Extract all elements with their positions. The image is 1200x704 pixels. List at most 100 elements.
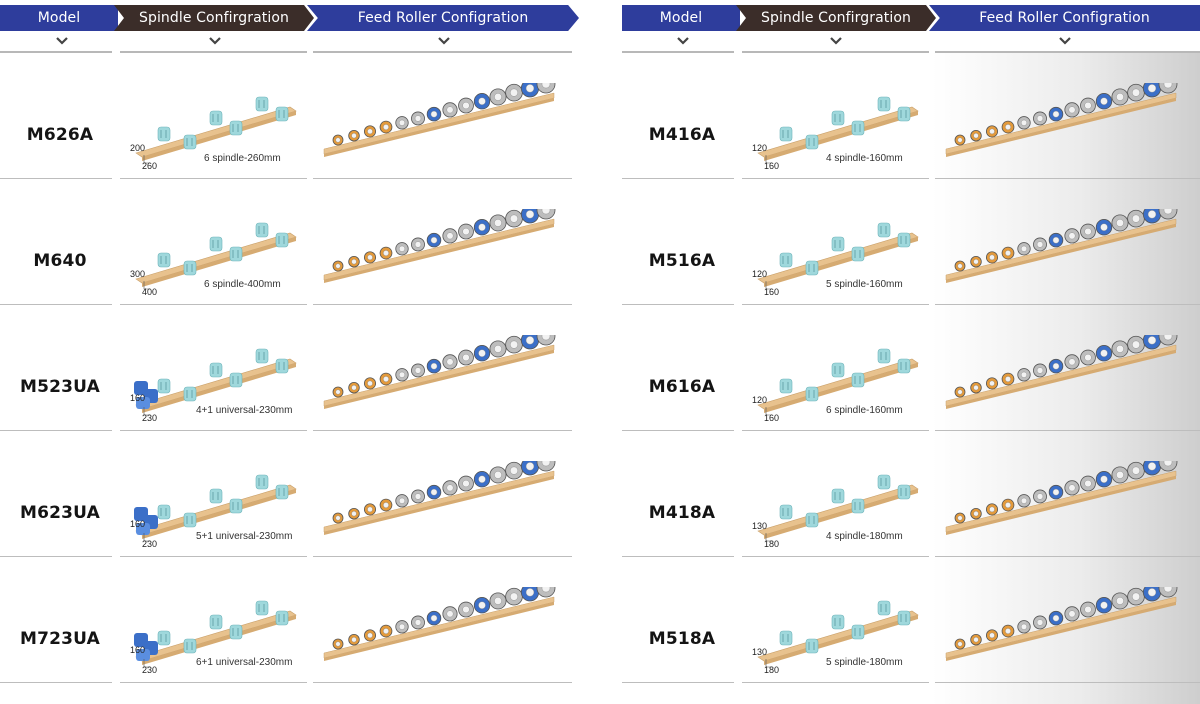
feed-roller [411, 489, 425, 504]
feed-roller [1017, 116, 1031, 130]
feed-roller [985, 251, 999, 264]
feed-roller [536, 209, 556, 220]
row-divider [935, 304, 1200, 305]
chevron-down-icon[interactable] [437, 36, 451, 46]
feed-roller [379, 498, 393, 512]
spindle-head [157, 126, 171, 142]
feed-roller [1001, 246, 1015, 260]
feed-roller [520, 587, 540, 602]
chevron-down-icon[interactable] [676, 36, 690, 46]
dimension-width: 160 [764, 413, 780, 423]
feed-roller [489, 592, 507, 610]
feed-roller [1033, 237, 1047, 252]
feed-roller [411, 111, 425, 126]
feed-roller [332, 512, 344, 524]
feed-roller [442, 480, 458, 496]
feed-roller [458, 223, 474, 240]
spindle-spec: 5 spindle-180mm [826, 657, 903, 668]
feed-roller-diagram [323, 335, 556, 409]
dimension-width: 160 [764, 287, 780, 297]
feed-roller [442, 354, 458, 370]
spindle-spec: 6 spindle-260mm [204, 153, 281, 164]
row-divider [935, 178, 1200, 179]
model-row: M723UA 160 230 6+1 universal-230mm [0, 557, 572, 683]
chevron-down-icon[interactable] [829, 36, 843, 46]
feed-roller [1064, 606, 1080, 622]
row-divider [0, 556, 112, 557]
feed-roller [985, 377, 999, 390]
feed-roller [348, 129, 360, 142]
spindle-head [255, 600, 269, 616]
feed-roller [1111, 340, 1129, 358]
feed-roller [489, 340, 507, 358]
chevron-down-icon[interactable] [208, 36, 222, 46]
feed-roller [411, 363, 425, 378]
spindle-spec: 4 spindle-180mm [826, 531, 903, 542]
model-row: M640 300 400 6 spindle-400mm [0, 179, 572, 305]
spindle-head [805, 512, 819, 528]
spindle-head [779, 504, 793, 520]
chevron-down-icon[interactable] [1058, 36, 1072, 46]
feed-roller [1111, 466, 1129, 484]
feed-roller [473, 597, 491, 614]
feed-roller [1001, 624, 1015, 638]
model-column-header: Model [0, 5, 118, 31]
spindle-head [157, 630, 171, 646]
spindle-diagram [757, 474, 919, 542]
feed-roller [395, 242, 409, 256]
model-row: M623UA 160 230 5+1 universal-230mm [0, 431, 572, 557]
universal-head [134, 381, 158, 409]
model-row: M416A 120 160 4 spindle-160mm [622, 53, 1200, 179]
model-name: M640 [33, 251, 87, 271]
chevron-down-icon[interactable] [55, 36, 69, 46]
model-name: M523UA [19, 377, 101, 397]
dimension-height: 120 [752, 143, 768, 153]
spindle-head [183, 512, 197, 528]
dimension-height: 130 [752, 521, 768, 531]
feed-roller [1064, 480, 1080, 496]
feed-roller-diagram [945, 83, 1178, 157]
feed-roller-diagram [323, 209, 556, 283]
row-divider [622, 682, 734, 683]
model-row: M523UA 160 230 4+1 universal-230mm [0, 305, 572, 431]
feed-roller [348, 255, 360, 268]
feed-roller [954, 638, 966, 650]
model-row: M418A 130 180 4 spindle-180mm [622, 431, 1200, 557]
spindle-head [275, 610, 289, 626]
spindle-head [183, 260, 197, 276]
model-name: M416A [648, 125, 716, 145]
spindle-head [275, 232, 289, 248]
feed-roller [1048, 358, 1064, 374]
spindle-head [805, 638, 819, 654]
feed-roller [473, 219, 491, 236]
model-row: M516A 120 160 5 spindle-160mm [622, 179, 1200, 305]
feed-roller [411, 237, 425, 252]
feed-roller [1158, 335, 1178, 346]
feed-roller [1080, 601, 1096, 618]
feed-roller [363, 503, 377, 516]
feed-cell [318, 83, 558, 163]
feed-roller-diagram [945, 335, 1178, 409]
feed-roller [1095, 471, 1113, 488]
feed-roller [1033, 489, 1047, 504]
feed-roller [1142, 587, 1162, 602]
spindle-head [851, 372, 865, 388]
spindle-head [255, 474, 269, 490]
model-header-label: Model [659, 10, 703, 26]
dimension-height: 130 [752, 647, 768, 657]
feed-roller [1127, 587, 1145, 606]
spindle-header-label: Spindle Confirgration [760, 10, 912, 26]
feed-roller [970, 633, 982, 646]
feed-roller [332, 260, 344, 272]
feed-roller [985, 629, 999, 642]
spindle-head [877, 474, 891, 490]
dimension-height: 120 [752, 395, 768, 405]
feed-header-label: Feed Roller Configration [357, 10, 529, 26]
feed-roller [1048, 106, 1064, 122]
feed-roller [1111, 88, 1129, 106]
feed-roller [520, 83, 540, 98]
spindle-cell [746, 595, 926, 675]
row-divider [0, 682, 112, 683]
row-divider [313, 430, 572, 431]
row-divider [935, 556, 1200, 557]
